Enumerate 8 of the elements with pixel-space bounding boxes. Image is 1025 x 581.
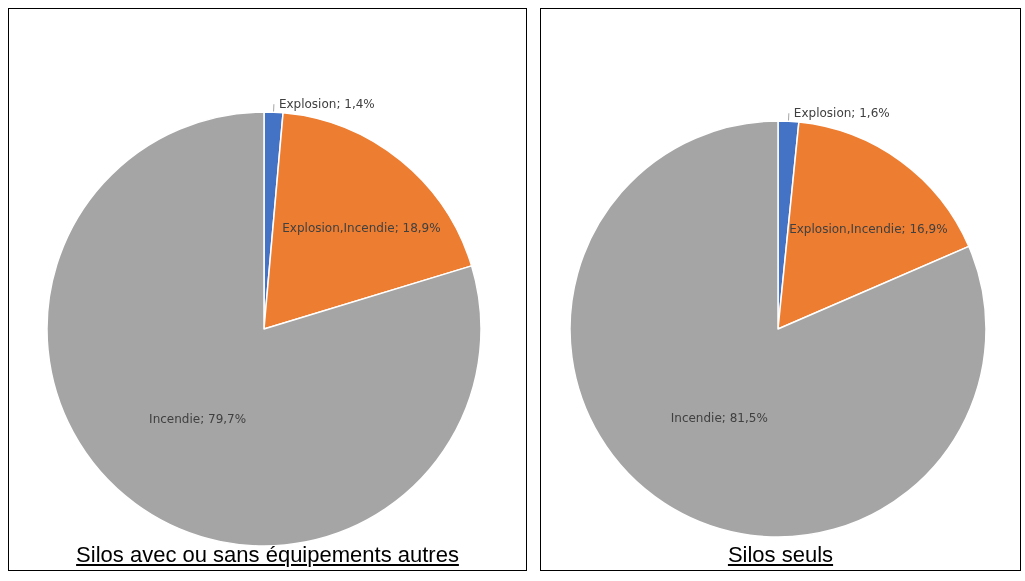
- slice-label: Incendie; 79,7%: [149, 411, 247, 426]
- slice-label: Incendie; 81,5%: [670, 411, 768, 426]
- text: Silos seuls: [726, 542, 835, 568]
- slice-label: Explosion; 1,4%: [278, 97, 375, 112]
- slice-label: Explosion,Incendie; 18,9%: [282, 221, 441, 236]
- slice-label: Explosion; 1,6%: [793, 106, 890, 121]
- text: Silos avec ou sans équipements autres: [75, 542, 460, 568]
- slice-label: Explosion,Incendie; 16,9%: [789, 221, 948, 236]
